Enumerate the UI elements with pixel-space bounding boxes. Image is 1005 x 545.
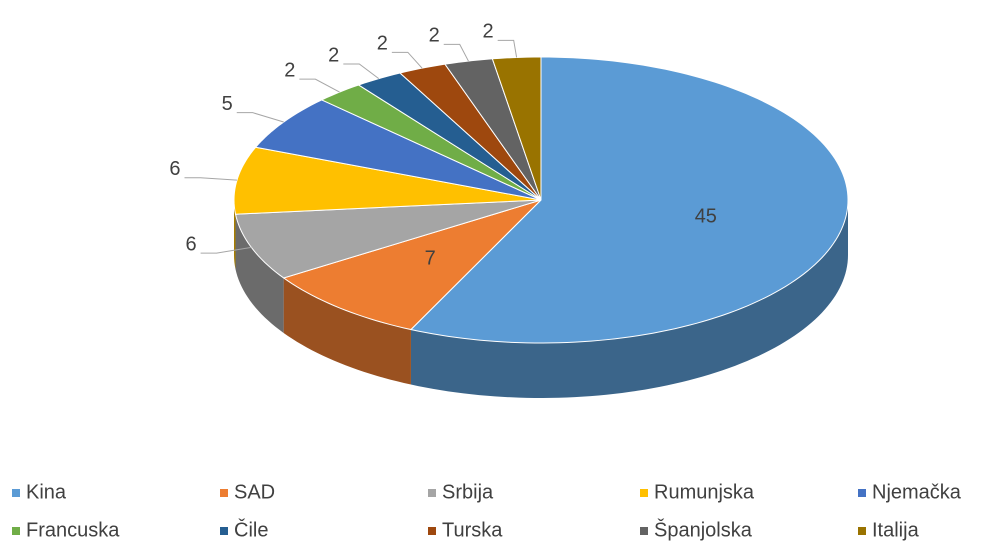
data-label: 2	[284, 59, 295, 81]
legend-label: Španjolska	[654, 518, 753, 541]
slice	[409, 56, 849, 344]
legend-label: Rumunjska	[654, 481, 755, 503]
slice	[398, 63, 542, 201]
leader-line	[443, 43, 469, 62]
slice	[491, 56, 542, 201]
legend-swatch	[640, 489, 648, 497]
leader-line	[343, 63, 380, 79]
legend-swatch	[858, 527, 866, 535]
legend-swatch	[640, 527, 648, 535]
data-label: 5	[222, 93, 233, 115]
legend-label: Njemačka	[872, 481, 962, 503]
slice	[234, 199, 542, 279]
slice-side	[234, 200, 236, 270]
data-label: 6	[185, 233, 196, 255]
slice-side	[283, 277, 411, 385]
legend-label: Francuska	[26, 519, 120, 541]
legend-label: Srbija	[442, 481, 494, 503]
slice	[282, 199, 542, 331]
slice	[320, 84, 542, 201]
legend-label: Turska	[442, 519, 503, 541]
slice	[444, 58, 542, 201]
legend-swatch	[220, 527, 228, 535]
leader-line	[299, 78, 340, 93]
slice-side	[235, 214, 284, 333]
leader-line	[200, 246, 252, 254]
slice	[357, 72, 542, 201]
data-label: 6	[169, 158, 180, 180]
slice	[233, 146, 542, 215]
leader-line	[184, 177, 238, 181]
leader-line	[391, 51, 423, 69]
legend-label: Italija	[872, 519, 920, 541]
data-label: 2	[377, 33, 388, 55]
legend-swatch	[428, 489, 436, 497]
leader-line	[497, 39, 518, 58]
legend-swatch	[12, 527, 20, 535]
legend-label: Čile	[234, 518, 268, 541]
leader-line	[236, 112, 284, 123]
legend-swatch	[12, 489, 20, 497]
legend-label: Kina	[26, 481, 67, 503]
data-label: 2	[429, 25, 440, 47]
legend-swatch	[858, 489, 866, 497]
legend-swatch	[428, 527, 436, 535]
data-label: 45	[695, 205, 717, 227]
legend-swatch	[220, 489, 228, 497]
data-label: 2	[328, 44, 339, 66]
data-label: 7	[425, 248, 436, 270]
slice-side	[410, 200, 848, 398]
legend-label: SAD	[234, 481, 275, 503]
data-label: 2	[483, 21, 494, 43]
